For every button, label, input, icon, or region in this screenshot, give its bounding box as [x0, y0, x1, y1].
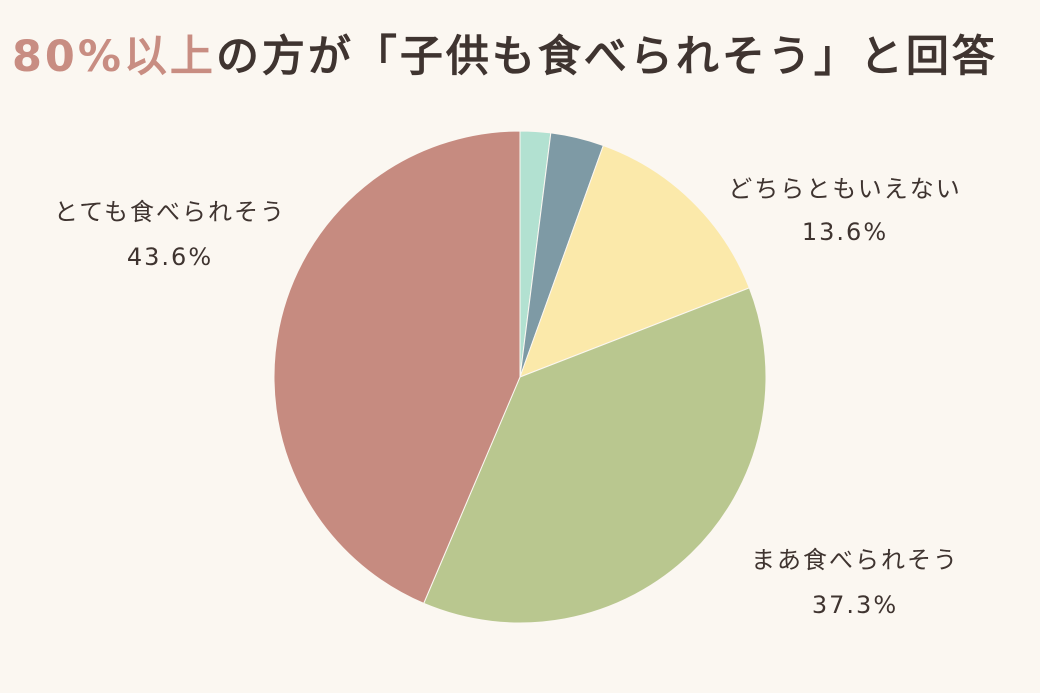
slice-value-label: 13.6% — [802, 218, 888, 246]
title-highlight: 80%以上 — [12, 32, 216, 82]
title-text: の方が「子供も食べられそう」と回答 — [215, 32, 998, 82]
slice-label: とても食べられそう — [54, 198, 286, 226]
pie-slice — [423, 287, 767, 624]
pie-slice — [273, 130, 521, 605]
slice-label: どちらともいえない — [728, 175, 962, 203]
slice-value-label: 37.3% — [812, 591, 898, 619]
slice-value-label: 43.6% — [127, 243, 213, 271]
pie-slice — [519, 144, 750, 378]
slice-label: まあ食べられそう — [751, 546, 959, 574]
chart-title: 80%以上の方が「子供も食べられそう」と回答 — [12, 22, 998, 84]
